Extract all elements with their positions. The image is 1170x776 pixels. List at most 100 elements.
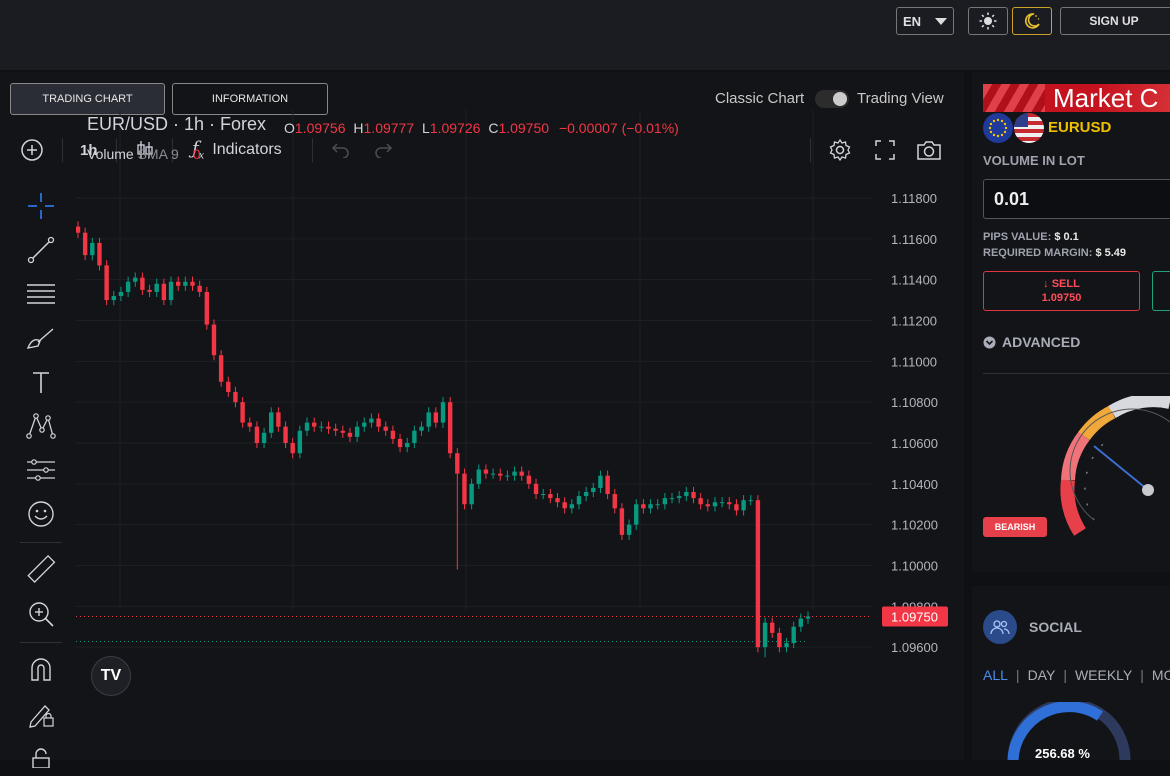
lock-drawing-tool[interactable] (18, 696, 64, 732)
candle-body (634, 504, 639, 525)
chart-panel: TRADING CHART INFORMATION Classic Chart … (0, 72, 964, 760)
close-label: C (488, 120, 499, 136)
candle-body (469, 483, 474, 505)
ohlc-values: O1.09756 H1.09777 L1.09726 C1.09750 −0.0… (280, 120, 679, 136)
fullscreen-button[interactable] (874, 130, 896, 170)
candle-body (276, 412, 281, 427)
measure-tool[interactable] (18, 552, 64, 588)
tab-information[interactable]: INFORMATION (172, 83, 328, 115)
sentiment-gauge (1060, 396, 1170, 536)
magnet-icon (31, 658, 51, 681)
sell-label-row: ↓ SELL (1043, 278, 1080, 290)
candle-body (462, 473, 467, 505)
candle-body (669, 498, 675, 500)
social-tab-monthly[interactable]: MO (1151, 667, 1170, 683)
candle-body (762, 622, 768, 648)
candle-body (333, 428, 338, 431)
sign-up-button[interactable]: SIGN UP (1060, 7, 1170, 35)
candle-body (591, 487, 596, 492)
timeframe-button[interactable]: 1h (80, 141, 98, 159)
sell-button[interactable]: ↓ SELL 1.09750 (983, 271, 1140, 311)
buy-button[interactable] (1152, 271, 1170, 311)
required-margin: REQUIRED MARGIN: $ 5.49 (983, 247, 1127, 259)
low-label: L (422, 120, 430, 136)
candle-body (562, 502, 567, 509)
indicators-label: Indicators (212, 141, 282, 158)
light-theme-button[interactable] (968, 7, 1008, 35)
candle-body (433, 412, 439, 423)
sliders-icon (27, 459, 55, 481)
crosshair-tool[interactable] (18, 188, 64, 224)
language-select[interactable]: EN (896, 7, 954, 35)
tab-trading-chart[interactable]: TRADING CHART (10, 83, 165, 115)
text-icon (33, 372, 49, 393)
text-tool[interactable] (18, 364, 64, 400)
social-tab-day[interactable]: DAY (1027, 667, 1056, 683)
candle-body (133, 277, 138, 282)
candle-body (691, 492, 696, 499)
tool-divider (20, 642, 62, 643)
camera-icon (917, 141, 941, 160)
toolbar-divider (172, 138, 173, 162)
open-label: O (284, 120, 295, 136)
advanced-toggle[interactable]: ADVANCED (983, 334, 1080, 350)
social-tab-weekly[interactable]: WEEKLY (1074, 667, 1133, 683)
undo-button[interactable] (330, 130, 350, 170)
tool-divider (20, 542, 62, 543)
pattern-tool[interactable] (18, 408, 64, 444)
candle-body (204, 291, 210, 325)
candle-body (569, 504, 575, 509)
candle-body (655, 504, 660, 506)
prediction-tool[interactable] (18, 452, 64, 488)
tradingview-logo[interactable]: TV (91, 656, 131, 696)
toolbar-divider (810, 138, 811, 162)
candle-body (283, 426, 288, 443)
price-tick-label: 1.11400 (891, 273, 937, 288)
chart-type-button[interactable] (134, 130, 156, 170)
candle-body (533, 483, 539, 495)
volume-label: Volume (87, 146, 134, 162)
settings-button[interactable] (828, 130, 852, 170)
ruler-icon (27, 555, 56, 583)
candle-body (540, 494, 546, 496)
candle-body (648, 504, 653, 509)
fib-tool[interactable] (18, 276, 64, 312)
trend-line-tool[interactable] (18, 232, 64, 268)
candle-body (175, 281, 181, 286)
magnet-tool[interactable] (18, 652, 64, 688)
candle-body (261, 432, 267, 443)
candle-body (412, 430, 417, 443)
candle-body (583, 492, 589, 497)
screenshot-button[interactable] (916, 130, 942, 170)
price-tick-label: 1.11200 (891, 314, 937, 329)
candle-body (154, 283, 159, 292)
unlock-tool[interactable] (18, 740, 64, 776)
candle-body (97, 242, 102, 266)
candle-body (297, 430, 303, 454)
indicators-button[interactable]: ƒx Indicators (192, 130, 282, 170)
candle-body (791, 626, 796, 644)
social-title: SOCIAL (1029, 619, 1082, 635)
redo-button[interactable] (374, 130, 394, 170)
zoom-tool[interactable] (18, 596, 64, 632)
candle-body (526, 475, 532, 484)
social-tab-all[interactable]: ALL (983, 667, 1008, 683)
price-chart[interactable]: 1.11800 1.11600 1.11400 1.11200 1.11000 1.108… (76, 110, 956, 670)
lot-size-input[interactable]: 0.01 (983, 179, 1170, 219)
candle-body (347, 432, 353, 437)
candle-body (512, 471, 517, 476)
chart-view-toggle[interactable] (815, 90, 849, 108)
dark-theme-button[interactable] (1012, 7, 1052, 35)
brush-tool[interactable] (18, 320, 64, 356)
candle-body (405, 443, 410, 448)
emoji-tool[interactable] (18, 496, 64, 532)
candle-body (619, 508, 625, 535)
add-symbol-button[interactable] (20, 130, 44, 170)
pattern-icon (26, 413, 56, 439)
chart-legend: EUR/USD · 1h · Forex (87, 114, 266, 135)
candle-body (383, 426, 388, 431)
candle-body (354, 426, 360, 437)
chart-grid (76, 110, 872, 648)
volume-legend: Volume SMA 9 0 (87, 146, 201, 162)
low-value: 1.09726 (429, 120, 481, 136)
